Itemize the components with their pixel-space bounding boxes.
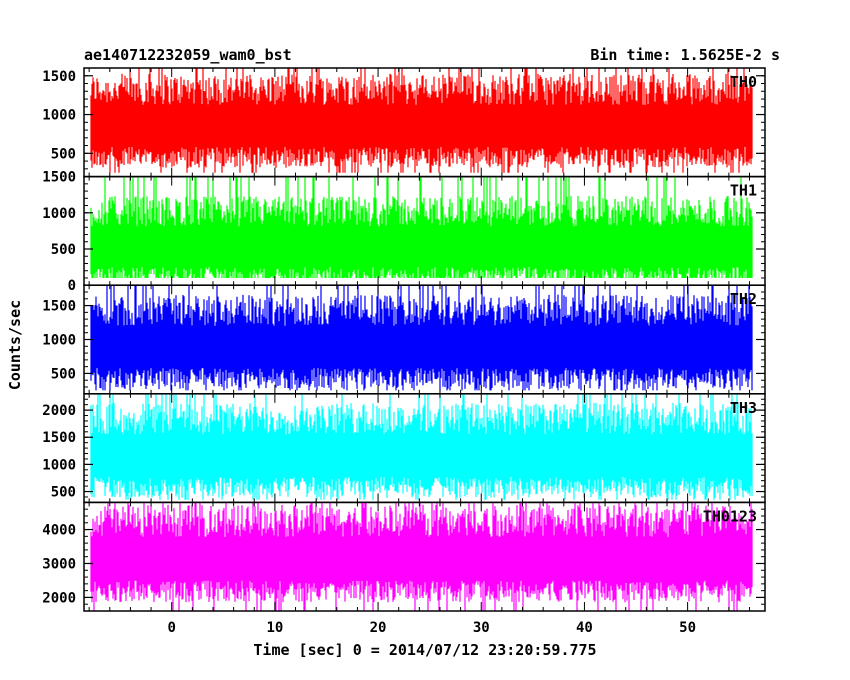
y-tick-label: 500 [51,485,76,501]
panel-label-th1: TH1 [730,182,757,200]
series-th3 [90,393,753,500]
series-th0123 [90,502,753,611]
panel-th3: 500 1000 1500 2000 TH3 [42,393,766,504]
x-tick-label: 0 [167,620,175,636]
y-tick-label: 500 [51,242,76,258]
y-tick-label: 1000 [42,457,76,473]
chart-title: ae140712232059_wam0_bst [84,46,292,64]
panel-th0123: 2000 3000 4000 TH0123 [42,501,766,612]
series-th2 [90,285,753,391]
y-tick-label: 1000 [42,108,76,124]
panel-label-th0: TH0 [730,73,757,91]
panel-th2: 500 1000 1500 TH2 [42,284,766,395]
x-axis-label: Time [sec] 0 = 2014/07/12 23:20:59.775 [253,641,596,659]
y-tick-label: 1000 [42,333,76,349]
panel-label-th0123: TH0123 [703,507,757,525]
y-tick-label: 2000 [42,590,76,606]
y-tick-label: 2000 [42,403,76,419]
x-tick-label: 50 [679,620,696,636]
y-tick-label: 3000 [42,556,76,572]
y-tick-label: 500 [51,146,76,162]
y-tick-label: 4000 [42,523,76,539]
y-tick-label: 0 [68,278,76,294]
y-axis-label: Counts/sec [6,300,24,390]
panel-th1: 0 500 1000 1500 TH1 [42,170,766,294]
panel-label-th3: TH3 [730,399,757,417]
bin-time-label: Bin time: 1.5625E-2 s [590,46,780,64]
y-tick-label: 1500 [42,69,76,85]
y-tick-label: 1500 [42,170,76,186]
y-tick-label: 1500 [42,299,76,315]
y-tick-label: 500 [51,366,76,382]
x-tick-label: 10 [266,620,283,636]
x-tick-label: 40 [576,620,593,636]
x-tick-label: 30 [473,620,490,636]
series-th0 [90,68,753,173]
series-th1 [90,176,753,278]
panel-label-th2: TH2 [730,290,757,308]
panels-group: 500 1000 1500 TH0 0 500 1000 1500 TH1 500 1000 1500… [42,67,766,612]
y-tick-label: 1500 [42,430,76,446]
x-tick-labels: 0 10 20 30 40 50 [167,620,696,636]
panel-th0: 500 1000 1500 TH0 [42,67,766,178]
y-tick-label: 1000 [42,206,76,222]
x-tick-label: 20 [370,620,387,636]
